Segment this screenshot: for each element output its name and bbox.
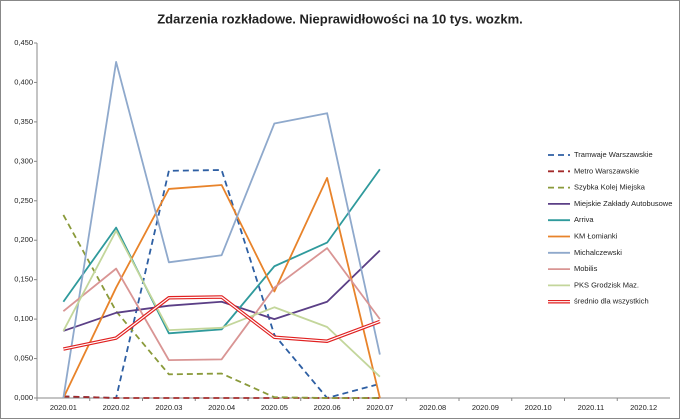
legend-label: Metro Warszawskie [574, 166, 639, 175]
x-tick-label: 2020.10 [525, 403, 552, 412]
legend-label: Szybka Kolej Miejska [574, 183, 646, 192]
y-tick-label: 0,250 [14, 196, 33, 205]
line-series [62, 61, 381, 399]
legend-label: Arriva [574, 215, 594, 224]
y-tick-label: 0,400 [14, 77, 33, 86]
line-series [62, 214, 380, 399]
legend-label: Miejskie Zakłady Autobusowe [574, 199, 672, 208]
legend-label: Tramwaje Warszawskie [574, 150, 653, 159]
legend-label: KM Łomianki [574, 231, 618, 240]
line-series [62, 229, 381, 378]
line-series [62, 177, 381, 399]
line-series [62, 168, 381, 335]
legend-label: Michalczewski [574, 248, 622, 257]
line-series [63, 296, 381, 350]
x-tick-label: 2020.03 [155, 403, 182, 412]
x-tick-label: 2020.11 [578, 403, 605, 412]
y-tick-label: 0,200 [14, 235, 33, 244]
x-tick-label: 2020.01 [50, 403, 77, 412]
x-tick-label: 2020.08 [419, 403, 446, 412]
line-series [62, 247, 381, 362]
legend-label: PKS Grodzisk Maz. [574, 280, 639, 289]
chart-title: Zdarzenia rozkładowe. Nieprawidłowości n… [157, 11, 523, 26]
x-tick-label: 2020.09 [472, 403, 499, 412]
y-tick-label: 0,300 [14, 156, 33, 165]
line-series [63, 249, 381, 332]
x-tick-label: 2020.04 [208, 403, 235, 412]
legend-label: Mobilis [574, 264, 598, 273]
x-tick-label: 2020.07 [366, 403, 393, 412]
y-tick-label: 0,000 [14, 393, 33, 402]
y-tick-label: 0,150 [14, 275, 33, 284]
x-tick-label: 2020.05 [261, 403, 288, 412]
x-tick-label: 2020.06 [314, 403, 341, 412]
y-tick-label: 0,050 [14, 354, 33, 363]
y-tick-label: 0,350 [14, 117, 33, 126]
x-tick-label: 2020.02 [103, 403, 130, 412]
x-tick-label: 2020.12 [630, 403, 657, 412]
y-tick-label: 0,450 [14, 38, 33, 47]
legend-label: średnio dla wszystkich [574, 297, 649, 306]
y-tick-label: 0,100 [14, 314, 33, 323]
